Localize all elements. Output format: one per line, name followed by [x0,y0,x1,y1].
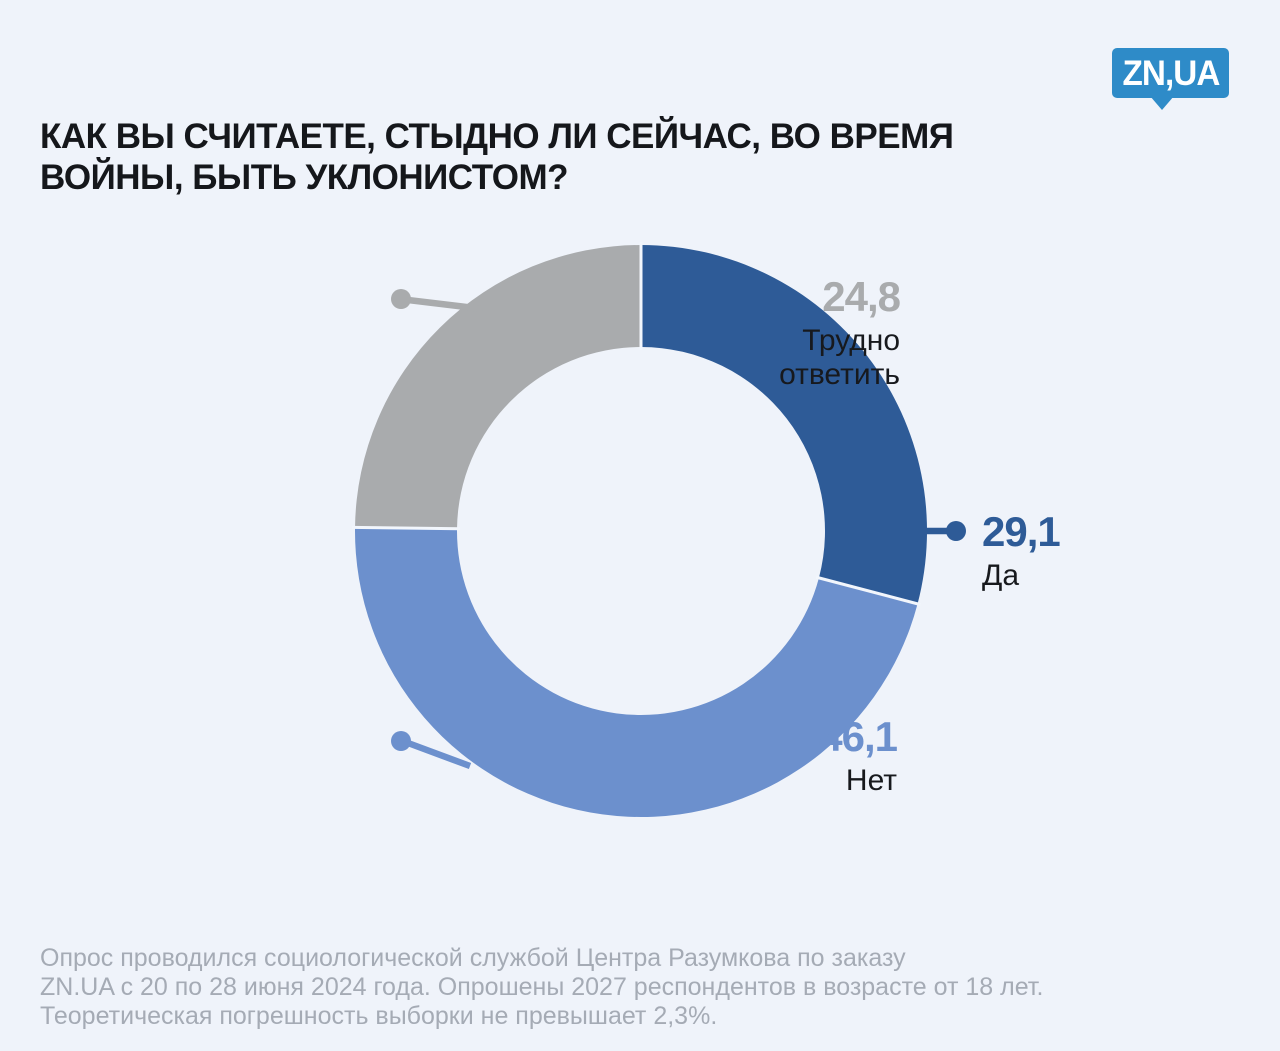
methodology-note: Опрос проводился социологической службой… [40,944,1043,1031]
callout-line-1 [406,739,472,770]
callout-dot-1 [391,731,411,751]
znua-logo-text: ZN,UA [1122,53,1220,93]
segment-separator [352,525,461,531]
znua-logo-box: ZN,UA [1112,48,1229,98]
donut-segment-2 [355,245,641,529]
callout-dot-2 [391,289,411,309]
znua-logo: ZN,UA [1112,48,1229,110]
segment-value-hard-to-answer: 24,8 [822,273,901,320]
callout-label-yes: 29,1 Да [982,508,1142,593]
methodology-line-2: ZN.UA с 20 по 28 июня 2024 года. Опрошен… [40,973,1044,1001]
page-title-line-2: ВОЙНЫ, БЫТЬ УКЛОНИСТОМ? [40,158,568,197]
donut-segment-0 [641,245,928,604]
page-title-line-1: КАК ВЫ СЧИТАЕТЕ, СТЫДНО ЛИ СЕЙЧАС, ВО ВР… [40,117,954,156]
methodology-line-3: Теоретическая погрешность выборки не пре… [40,1002,718,1030]
segment-label-hard-to-answer: Трудно ответить [779,324,900,392]
segment-label-yes: Да [982,559,1020,593]
segment-value-yes: 29,1 [982,508,1061,555]
segment-label-no: Нет [845,764,897,798]
znua-logo-speech-tail [1150,96,1174,110]
callout-line-2 [407,296,484,313]
page-title: КАК ВЫ СЧИТАЕТЕ, СТЫДНО ЛИ СЕЙЧАС, ВО ВР… [40,116,954,198]
methodology-line-1: Опрос проводился социологической службой… [40,944,906,972]
callout-dot-0 [946,521,966,541]
donut-segment-1 [355,527,918,818]
segment-value-no: 46,1 [819,713,898,760]
callout-label-hard-to-answer: 24,8 Трудно ответить [750,273,901,392]
callout-label-no: 46,1 Нет [737,713,898,798]
segment-separator [815,575,921,607]
